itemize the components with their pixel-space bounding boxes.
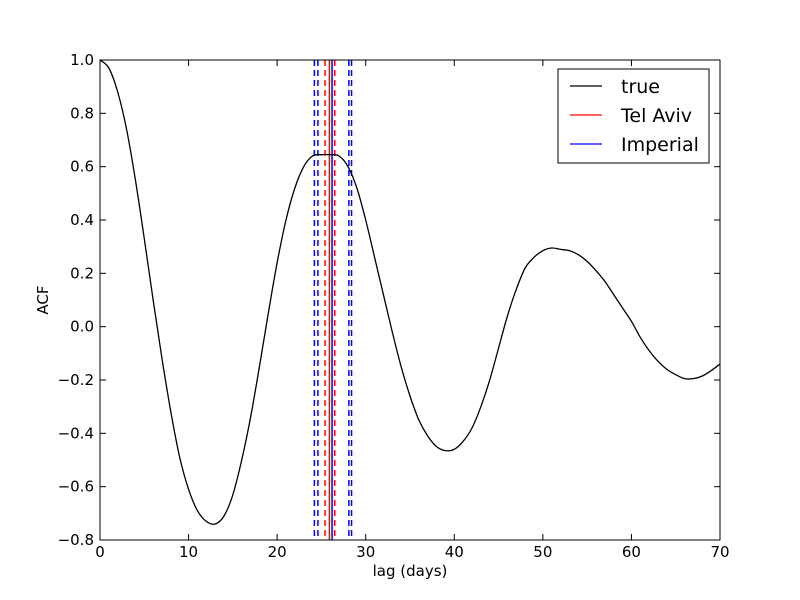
y-tick-label: −0.2 [58, 371, 94, 389]
x-tick-label: 30 [356, 543, 375, 561]
y-tick-label: 0.6 [70, 158, 94, 176]
legend-label-tel-aviv: Tel Aviv [620, 105, 692, 127]
vertical-lines-group [313, 60, 353, 540]
y-tick-label: −0.4 [58, 424, 94, 442]
x-axis: 0 10 20 30 40 50 60 70 [95, 60, 730, 561]
x-tick-label: 70 [710, 543, 729, 561]
y-tick-label: −0.8 [58, 531, 94, 549]
acf-curve-group [100, 60, 720, 525]
y-tick-label: 0.2 [70, 264, 94, 282]
x-tick-label: 0 [95, 543, 105, 561]
plot-frame [99, 59, 721, 541]
y-tick-label: 0.4 [70, 211, 94, 229]
legend: true Tel Aviv Imperial [557, 68, 710, 164]
x-tick-label: 20 [268, 543, 287, 561]
series-true-line [100, 60, 720, 525]
x-tick-label: 60 [622, 543, 641, 561]
x-tick-label: 10 [179, 543, 198, 561]
x-tick-label: 50 [533, 543, 552, 561]
y-tick-label: 0.0 [70, 318, 94, 336]
x-tick-label: 40 [445, 543, 464, 561]
y-tick-label: −0.6 [58, 478, 94, 496]
y-tick-label: 1.0 [70, 51, 94, 69]
y-axis: −0.8 −0.6 −0.4 −0.2 0.0 0.2 0.4 0.6 0.8 1.0 [58, 51, 720, 549]
x-axis-label: lag (days) [373, 562, 448, 580]
legend-box [557, 68, 710, 164]
y-axis-label: ACF [34, 285, 52, 314]
plot-area [99, 59, 721, 541]
legend-label-true: true [621, 76, 660, 98]
legend-label-imperial: Imperial [621, 134, 699, 156]
y-tick-label: 0.8 [70, 104, 94, 122]
